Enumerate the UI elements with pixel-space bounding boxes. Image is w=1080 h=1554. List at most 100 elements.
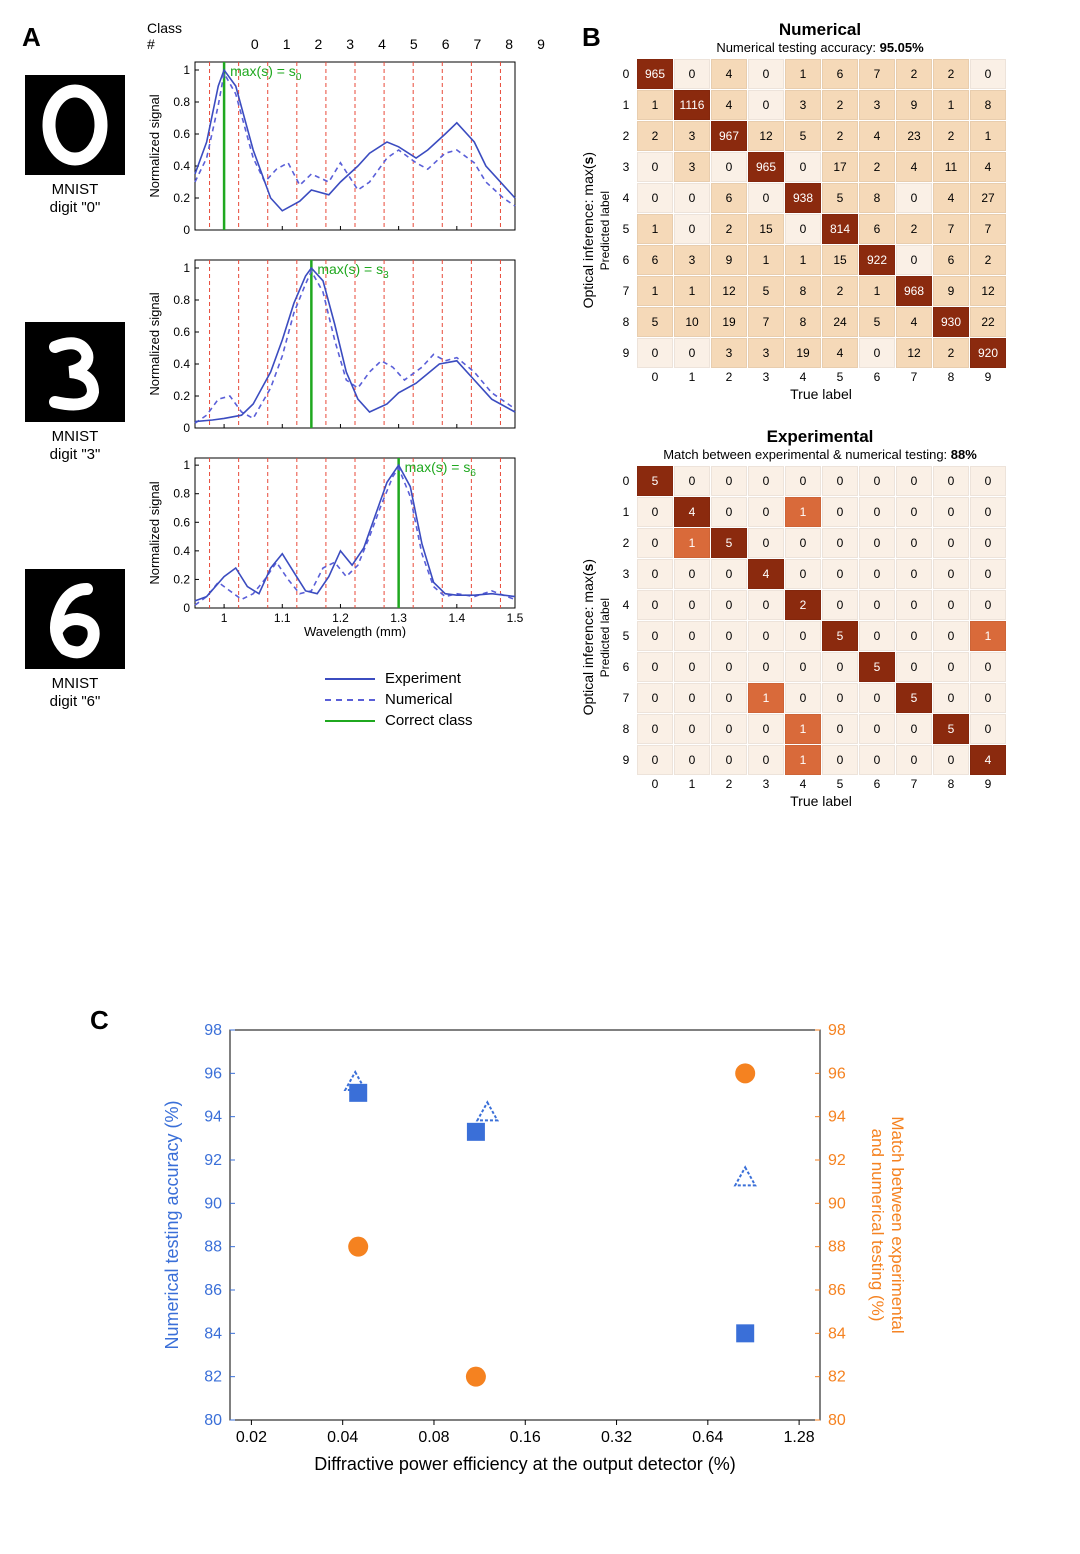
cm-cell: 0: [933, 559, 969, 589]
svg-text:86: 86: [828, 1282, 846, 1299]
cm-cell: 0: [822, 745, 858, 775]
svg-text:90: 90: [828, 1195, 846, 1212]
cm-cell: 3: [711, 338, 747, 368]
cm-cell: 0: [674, 559, 710, 589]
cm-cell: 0: [637, 183, 673, 213]
cm-col-label: 9: [970, 370, 1006, 384]
cm-cell: 2: [933, 59, 969, 89]
svg-text:0.04: 0.04: [327, 1429, 358, 1446]
cm-col-label: 6: [859, 777, 895, 791]
class-number: 8: [505, 36, 513, 52]
cm-cell: 2: [785, 590, 821, 620]
cm-cell: 0: [711, 152, 747, 182]
svg-text:0.2: 0.2: [173, 191, 190, 205]
cm-ylabel-inner: Predicted label: [598, 598, 612, 677]
cm-cell: 930: [933, 307, 969, 337]
legend-line-experiment: [325, 678, 375, 680]
cm-cell: 6: [711, 183, 747, 213]
cm-row-label: 2: [616, 121, 636, 151]
panel-c: 8080828284848686888890909292949496969898…: [150, 1010, 910, 1490]
svg-text:98: 98: [204, 1022, 222, 1039]
cm-cell: 0: [637, 652, 673, 682]
class-number: 9: [537, 36, 545, 52]
svg-text:and numerical testing (%): and numerical testing (%): [868, 1129, 887, 1322]
cm-cell: 0: [674, 621, 710, 651]
cm-cell: 5: [748, 276, 784, 306]
cm-cell: 5: [637, 466, 673, 496]
cm-cell: 1: [785, 245, 821, 275]
svg-text:88: 88: [828, 1239, 846, 1256]
svg-text:1: 1: [221, 611, 228, 625]
cm-cell: 0: [822, 528, 858, 558]
cm-cell: 1: [674, 528, 710, 558]
cm-cell: 0: [859, 497, 895, 527]
cm-cell: 4: [970, 745, 1006, 775]
cm-row-label: 6: [616, 245, 636, 275]
cm-cell: 19: [711, 307, 747, 337]
cm-cell: 967: [711, 121, 747, 151]
chart-column: Class # 0123456789 00.20.40.60.81Normali…: [145, 20, 545, 733]
cm-cell: 938: [785, 183, 821, 213]
mnist-item: MNISTdigit "3": [20, 322, 130, 464]
line-chart: 00.20.40.60.81Normalized signal11.11.21.…: [145, 448, 525, 638]
cm-cell: 0: [859, 621, 895, 651]
cm-cell: 0: [970, 559, 1006, 589]
cm-cell: 3: [674, 245, 710, 275]
panel-a-label: A: [22, 22, 41, 53]
class-numbers-row: 0123456789: [251, 36, 545, 52]
cm-cell: 4: [711, 90, 747, 120]
svg-text:92: 92: [828, 1152, 846, 1169]
cm-cell: 10: [674, 307, 710, 337]
cm-cell: 0: [674, 652, 710, 682]
class-number: 0: [251, 36, 259, 52]
cm-col-label: 3: [748, 370, 784, 384]
cm-cell: 1: [637, 214, 673, 244]
class-number: 3: [346, 36, 354, 52]
cm-cell: 12: [711, 276, 747, 306]
cm-cell: 0: [896, 745, 932, 775]
cm-cell: 1116: [674, 90, 710, 120]
cm-cell: 1: [785, 745, 821, 775]
mini-chart: 00.20.40.60.81Normalized signalmax(s) = …: [145, 52, 525, 242]
cm-cell: 0: [674, 683, 710, 713]
cm-cell: 4: [748, 559, 784, 589]
svg-text:0.8: 0.8: [173, 487, 190, 501]
cm-cell: 0: [970, 497, 1006, 527]
cm-cell: 0: [859, 559, 895, 589]
cm-cell: 1: [748, 683, 784, 713]
cm-cell: 9: [896, 90, 932, 120]
cm-cell: 2: [970, 245, 1006, 275]
cm-col-label: 3: [748, 777, 784, 791]
svg-text:0.64: 0.64: [692, 1429, 723, 1446]
cm-cell: 5: [896, 683, 932, 713]
class-number: 1: [283, 36, 291, 52]
svg-text:Normalized signal: Normalized signal: [147, 94, 162, 197]
cm-cell: 0: [748, 590, 784, 620]
cm-cell: 0: [933, 652, 969, 682]
cm-cell: 0: [711, 714, 747, 744]
cm-cell: 0: [674, 745, 710, 775]
cm-cell: 920: [970, 338, 1006, 368]
cm-cell: 5: [822, 621, 858, 651]
cm-cell: 0: [822, 683, 858, 713]
cm-row-label: 2: [616, 528, 636, 558]
cm-cell: 0: [822, 497, 858, 527]
class-number: 4: [378, 36, 386, 52]
svg-text:80: 80: [828, 1412, 846, 1429]
svg-text:94: 94: [828, 1109, 846, 1126]
svg-text:86: 86: [204, 1282, 222, 1299]
cm-cell: 12: [896, 338, 932, 368]
svg-text:94: 94: [204, 1109, 222, 1126]
mnist-caption: MNISTdigit "6": [20, 675, 130, 711]
svg-text:0.4: 0.4: [173, 544, 190, 558]
cm-row-label: 0: [616, 59, 636, 89]
cm-cell: 2: [822, 90, 858, 120]
cm-cell: 0: [785, 466, 821, 496]
svg-text:0.8: 0.8: [173, 95, 190, 109]
cm-cell: 1: [859, 276, 895, 306]
cm-cell: 2: [637, 121, 673, 151]
cm-cell: 1: [970, 121, 1006, 151]
mnist-column: MNISTdigit "0"MNISTdigit "3"MNISTdigit "…: [20, 75, 130, 816]
cm-col-label: 7: [896, 370, 932, 384]
svg-text:Diffractive power efficiency a: Diffractive power efficiency at the outp…: [314, 1454, 736, 1474]
